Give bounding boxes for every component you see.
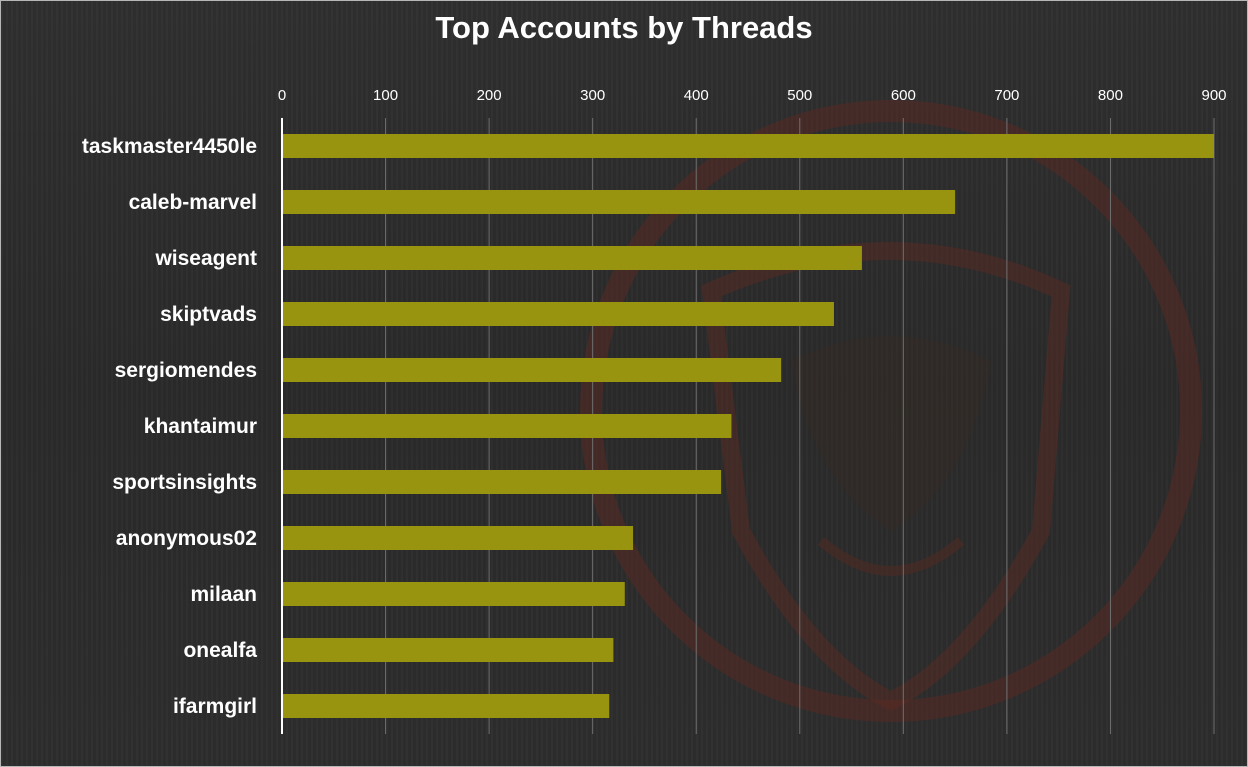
category-label: wiseagent — [154, 247, 257, 270]
x-tick-label: 0 — [278, 87, 286, 104]
x-tick-label: 500 — [787, 87, 812, 104]
bar — [282, 414, 732, 438]
bar — [282, 358, 782, 382]
bar — [282, 190, 956, 214]
category-label: khantaimur — [144, 415, 257, 438]
x-tick-label: 700 — [994, 87, 1019, 104]
x-tick-label: 900 — [1201, 87, 1226, 104]
category-label: ifarmgirl — [173, 695, 257, 718]
bar — [282, 134, 1214, 158]
x-tick-label: 100 — [373, 87, 398, 104]
bar — [282, 582, 625, 606]
x-tick-label: 800 — [1098, 87, 1123, 104]
category-label: taskmaster4450le — [82, 135, 257, 158]
x-tick-label: 600 — [891, 87, 916, 104]
category-label: caleb-marvel — [129, 191, 257, 214]
category-label: milaan — [190, 583, 257, 606]
category-label: onealfa — [183, 639, 257, 662]
bar — [282, 638, 614, 662]
category-label: sergiomendes — [115, 359, 257, 382]
chart-title: Top Accounts by Threads — [435, 10, 813, 45]
bar — [282, 246, 862, 270]
category-label: anonymous02 — [116, 527, 257, 550]
x-tick-label: 200 — [477, 87, 502, 104]
bar — [282, 694, 610, 718]
bar — [282, 470, 722, 494]
x-tick-label: 300 — [580, 87, 605, 104]
category-label: skiptvads — [160, 303, 257, 326]
bar — [282, 526, 634, 550]
category-label: sportsinsights — [112, 471, 257, 494]
x-tick-label: 400 — [684, 87, 709, 104]
bar — [282, 302, 834, 326]
